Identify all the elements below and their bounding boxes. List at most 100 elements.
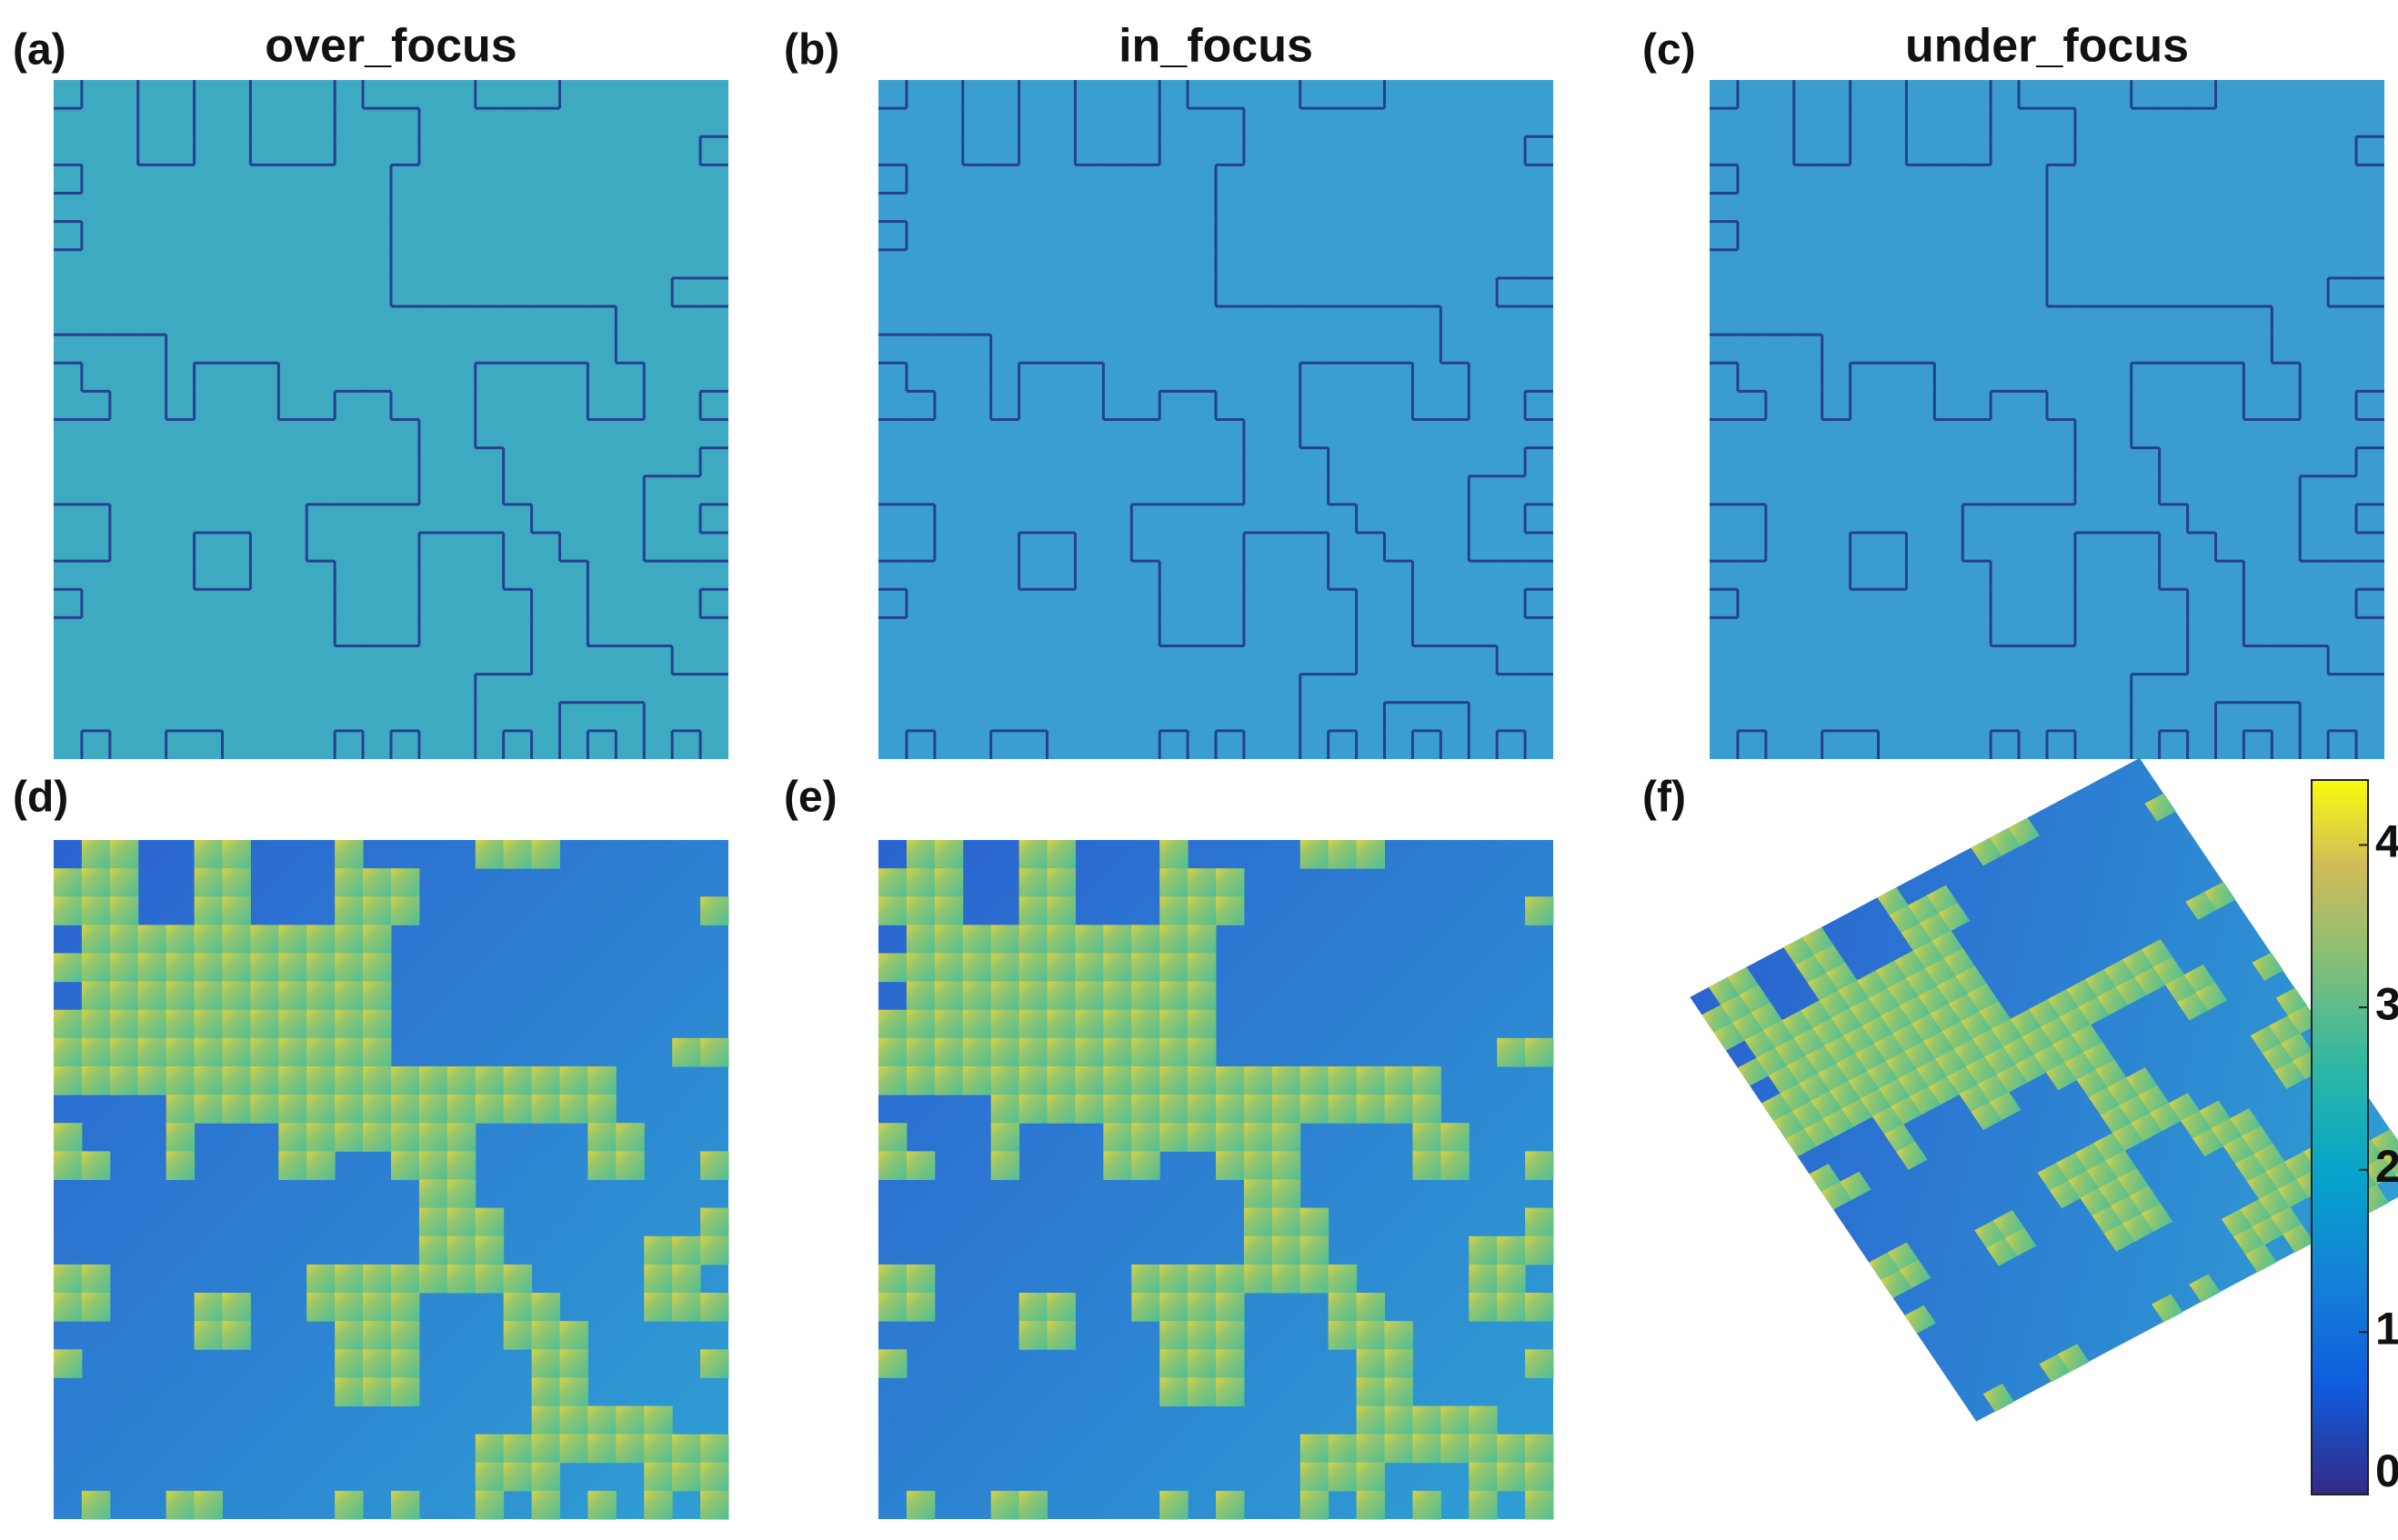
raised-cell [363,1293,392,1322]
raised-cell [109,981,139,1011]
raised-cell [81,925,111,954]
raised-cell [137,1037,167,1067]
raised-cell [335,840,364,869]
raised-cell [1188,1123,1217,1152]
raised-cell [2083,1042,2115,1071]
raised-cell [1899,1259,1931,1288]
raised-cell [906,840,936,869]
raised-cell [672,1434,701,1464]
colorbar-tick-label: 2 [2375,1141,2398,1192]
raised-cell [1440,1434,1470,1464]
raised-cell [1159,896,1189,925]
raised-cell [54,1066,83,1095]
raised-cell [1018,1293,1048,1322]
raised-cell [1216,1264,1245,1294]
raised-cell [1131,1066,1160,1095]
raised-cell [306,1151,336,1180]
raised-cell [1525,1434,1554,1464]
raised-cell [990,981,1020,1011]
raised-cell [222,1037,251,1067]
raised-cell [559,1321,588,1350]
raised-cell [1356,840,1385,869]
raised-cell [700,1235,729,1265]
raised-cell [1188,953,1217,983]
raised-cell [1047,868,1076,897]
raised-cell [194,1037,223,1067]
raised-cell [1018,1095,1048,1124]
raised-cell [1103,953,1132,983]
raised-cell [278,1095,307,1124]
raised-cell [222,868,251,897]
raised-cell [1243,1123,1273,1152]
raised-cell [1814,945,1846,974]
raised-cell [222,896,251,925]
raised-cell [2242,1125,2273,1155]
raised-cell [2152,1294,2183,1323]
raised-cell [475,1207,505,1237]
raised-cell [1018,953,1048,983]
colorbar-tick-label: 1 [2375,1304,2398,1355]
raised-cell [878,868,908,897]
raised-cell [306,981,336,1011]
raised-cell [1943,947,1975,976]
raised-cell [1131,925,1160,954]
raised-cell [222,925,251,954]
raised-cell [1356,1349,1385,1378]
raised-cell [1440,1151,1470,1180]
raised-cell [1243,1095,1273,1124]
raised-cell [278,1066,307,1095]
raised-cell [1159,1377,1189,1406]
raised-cell [1159,868,1189,897]
raised-cell [335,1293,364,1322]
raised-cell [1271,1235,1301,1265]
raised-cell [644,1434,673,1464]
raised-cell [587,1405,617,1435]
raised-cell [1751,1002,1783,1031]
raised-cell [1990,1092,2022,1121]
raised-cell [531,1349,560,1378]
raised-cell [1243,1235,1273,1265]
raised-cell [2152,956,2185,985]
raised-cell [194,981,223,1011]
raised-cell [1159,1349,1189,1378]
raised-cell [934,868,964,897]
raised-cell [1075,981,1104,1011]
raised-cell [194,1009,223,1039]
raised-cell [1047,1095,1076,1124]
raised-cell [335,1321,364,1350]
raised-cell [1356,1095,1385,1124]
raised-cell [1356,1293,1385,1322]
raised-cell [700,1207,729,1237]
raised-cell [1159,840,1189,869]
height-map [54,840,729,1520]
panel-label: (f) [1642,774,1686,822]
raised-cell [878,1293,908,1322]
raised-cell [391,1095,420,1124]
raised-cell [2008,817,2041,846]
raised-cell [559,1405,588,1435]
raised-cell [1075,1095,1104,1124]
raised-cell [990,1066,1020,1095]
raised-cell [1469,1405,1498,1435]
raised-cell [1469,1235,1498,1265]
raised-cell [54,1151,83,1180]
raised-cell [1328,1462,1358,1492]
raised-cell [1159,1293,1189,1322]
raised-cell [1216,1321,1245,1350]
raised-cell [446,1207,477,1237]
raised-cell [1188,981,1217,1011]
raised-cell [1103,925,1132,954]
raised-cell [475,1434,505,1464]
raised-cell [2199,1100,2231,1129]
raised-cell [278,925,307,954]
raised-cell [644,1405,673,1435]
raised-cell [1047,981,1076,1011]
raised-cell [1271,1066,1301,1095]
raised-cell [1131,1151,1160,1180]
raised-cell [1356,1321,1385,1350]
raised-cell [363,1009,392,1039]
raised-cell [1412,1123,1441,1152]
raised-cell [194,868,223,897]
raised-cell [700,896,729,925]
raised-cell [250,925,279,954]
